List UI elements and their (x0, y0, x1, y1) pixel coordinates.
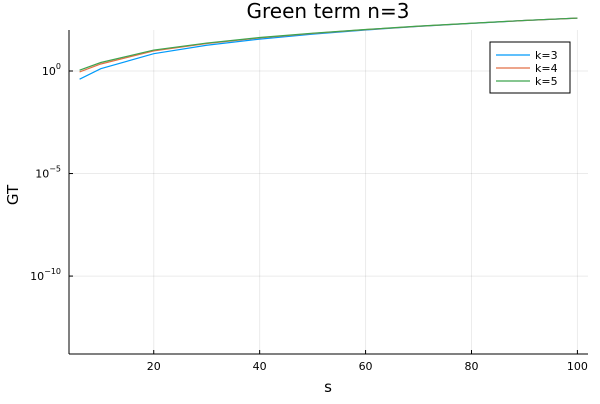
grid-layer (69, 30, 588, 354)
x-axis-label: s (324, 378, 332, 396)
y-tick-label: 100 (42, 62, 61, 78)
legend: k=3k=4k=5 (489, 41, 571, 94)
legend-label: k=3 (535, 49, 558, 62)
x-tick-label: 40 (253, 360, 267, 373)
legend-entries: k=3k=4k=5 (496, 49, 558, 88)
y-tick-label: 10−5 (35, 165, 61, 181)
y-axis-label: GT (4, 184, 22, 205)
x-tick-label: 80 (464, 360, 478, 373)
legend-label: k=4 (535, 62, 558, 75)
x-tick-label: 60 (359, 360, 373, 373)
tick-labels: 20 40 60 80 100 100 10−5 10−10 (30, 62, 588, 373)
chart-title: Green term n=3 (247, 0, 410, 23)
x-tick-label: 20 (147, 360, 161, 373)
axes-layer (68, 30, 588, 355)
legend-label: k=5 (535, 75, 558, 88)
x-tick-label: 100 (567, 360, 588, 373)
y-tick-label: 10−10 (30, 267, 61, 283)
series-layer (79, 17, 578, 80)
series-line-k5 (79, 17, 578, 71)
